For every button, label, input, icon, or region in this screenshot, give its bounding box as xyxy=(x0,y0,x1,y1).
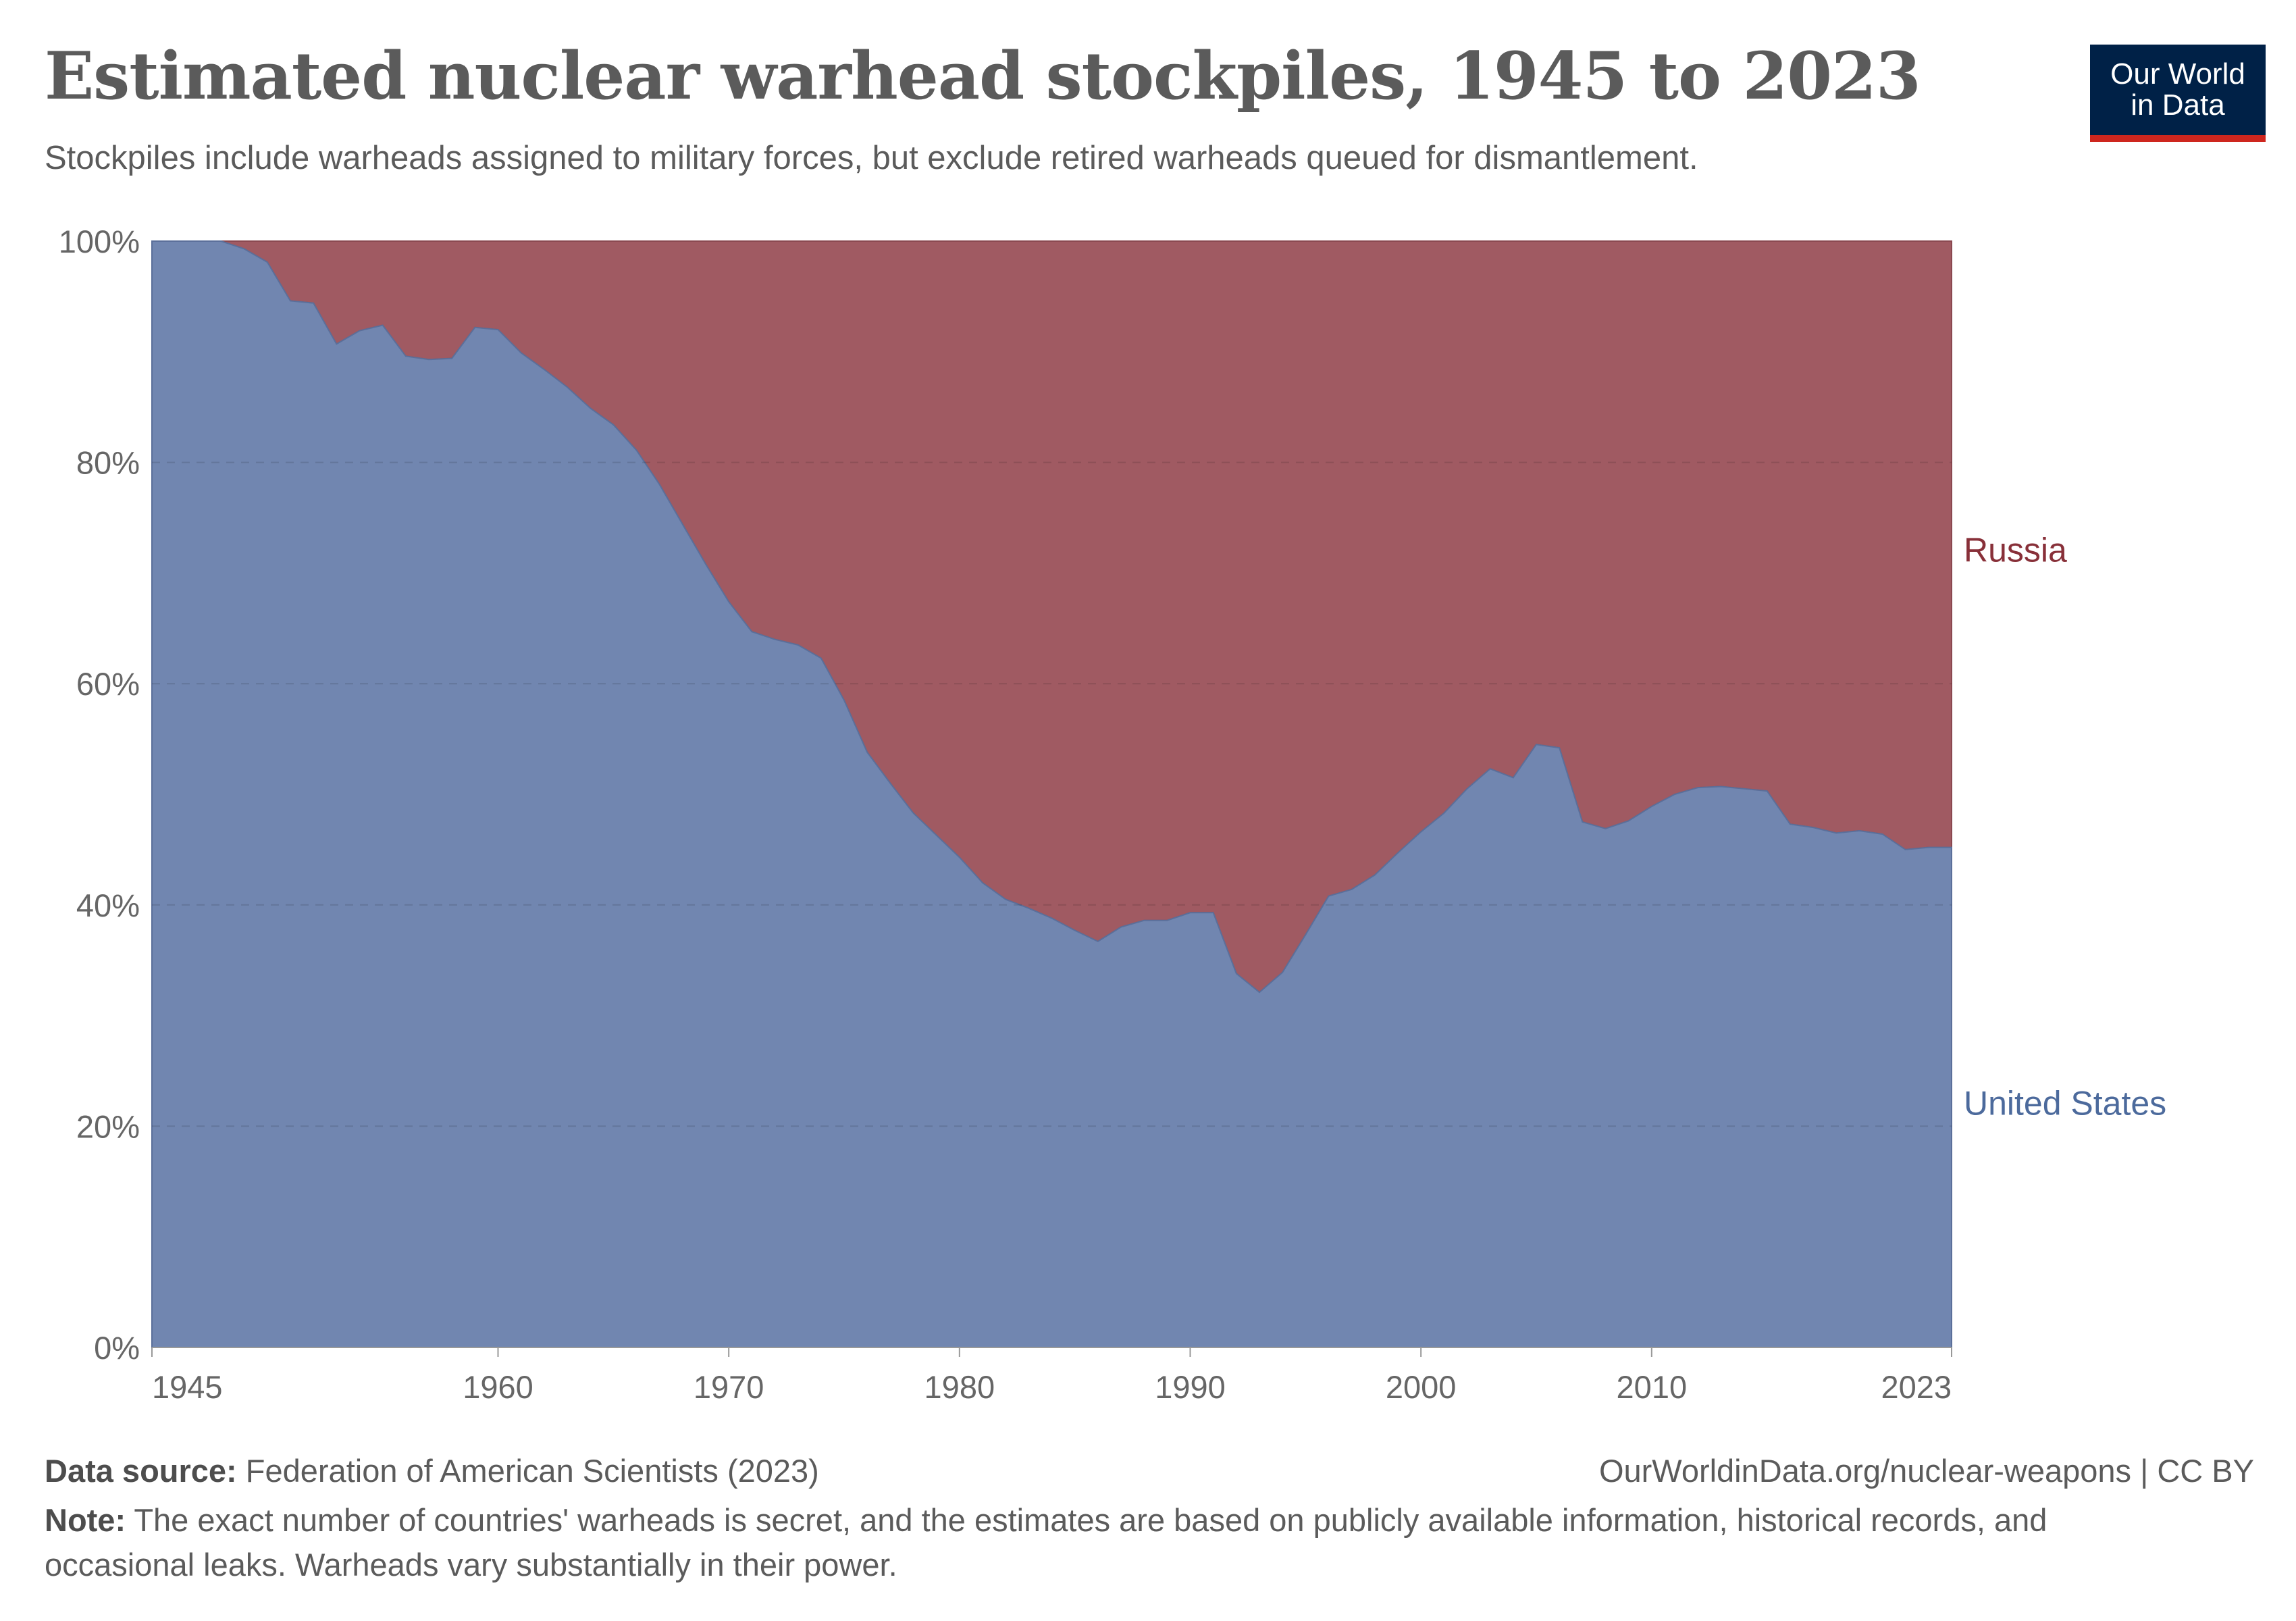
data-source-label: Data source: xyxy=(45,1453,237,1489)
x-tick-label: 1945 xyxy=(152,1369,223,1405)
series-united-states-area[interactable] xyxy=(151,240,1952,1348)
series-label-russia: Russia xyxy=(1964,532,2067,569)
note-label: Note: xyxy=(45,1502,126,1538)
source-url[interactable]: OurWorldinData.org/nuclear-weapons | CC … xyxy=(1598,1453,2254,1489)
x-tick-label: 1970 xyxy=(694,1369,764,1405)
x-tick-label: 2000 xyxy=(1386,1369,1457,1405)
y-tick-label: 80% xyxy=(76,445,140,481)
x-tick-label: 1990 xyxy=(1155,1369,1226,1405)
note: Note: The exact number of countries' war… xyxy=(45,1498,2206,1587)
y-tick-label: 60% xyxy=(76,666,140,702)
owid-logo[interactable]: Our World in Data xyxy=(2090,45,2266,142)
note-text: The exact number of countries' warheads … xyxy=(45,1502,2047,1583)
y-tick-label: 20% xyxy=(76,1108,140,1144)
y-tick-label: 40% xyxy=(76,887,140,923)
x-tick-label: 1980 xyxy=(924,1369,995,1405)
x-tick-label: 2023 xyxy=(1881,1369,1952,1405)
chart-subtitle: Stockpiles include warheads assigned to … xyxy=(45,140,1698,176)
chart-title: Estimated nuclear warhead stockpiles, 19… xyxy=(45,38,1921,114)
x-tick-label: 2010 xyxy=(1617,1369,1688,1405)
data-source: Data source: Federation of American Scie… xyxy=(45,1452,819,1489)
series-label-united-states: United States xyxy=(1964,1085,2166,1123)
logo-line-2: in Data xyxy=(2131,88,2225,122)
data-source-text[interactable]: Federation of American Scientists (2023) xyxy=(245,1453,819,1489)
y-tick-label: 100% xyxy=(59,224,140,259)
x-tick-label: 1960 xyxy=(463,1369,533,1405)
y-tick-label: 0% xyxy=(94,1330,140,1366)
logo-line-1: Our World xyxy=(2110,57,2245,91)
